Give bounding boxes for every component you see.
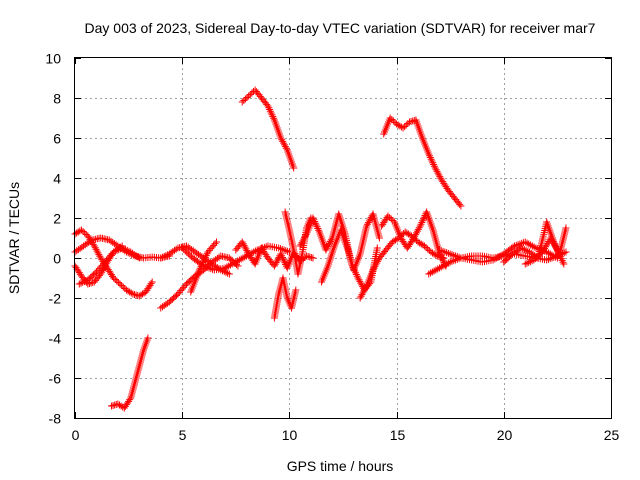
data-point [239,99,246,106]
y-tick-label: -2 [49,291,62,307]
data-point [115,279,122,286]
y-axis-label: SDTVAR / TECUs [6,182,22,294]
y-tick-label: 0 [53,251,61,267]
series-arc-11 [239,87,297,172]
data-point [117,281,124,288]
series-arc-12 [271,275,299,322]
y-tick-label: 6 [53,131,61,147]
chart-title: Day 003 of 2023, Sidereal Day-to-day VTE… [85,20,596,36]
series-arc-5 [108,335,151,412]
x-tick-label: 15 [390,427,406,443]
x-tick-label: 0 [72,427,80,443]
y-tick-label: -8 [49,411,62,427]
y-tick-label: 4 [53,171,61,187]
sdtvar-chart: 0 5 10 15 20 25 -8 -6 -4 -2 0 2 4 6 8 10 Day 003 of 202… [0,0,640,480]
data-point [309,255,316,262]
data-layer [72,87,570,412]
x-tick-label: 25 [604,427,620,443]
x-axis-label: GPS time / hours [287,458,394,474]
x-tick-label: 5 [179,427,187,443]
y-tick-label: -6 [49,371,62,387]
data-point [244,94,251,101]
series-arc-1 [72,227,156,300]
data-point [80,228,87,235]
data-point [113,278,120,285]
data-point [424,246,431,253]
data-point [242,96,249,103]
data-point [120,284,127,291]
data-point [388,216,395,223]
x-tick-label: 10 [282,427,298,443]
data-point [390,118,397,125]
data-point [401,123,408,130]
data-point [247,91,254,98]
data-point [118,282,125,289]
series-arc-17 [380,115,464,210]
series-arc-18 [378,209,449,270]
y-tick-label: 2 [53,211,61,227]
y-tick-label: 8 [53,91,61,107]
y-tick-label: -4 [49,331,62,347]
y-tick-label: 10 [45,51,61,67]
x-tick-label: 20 [497,427,513,443]
